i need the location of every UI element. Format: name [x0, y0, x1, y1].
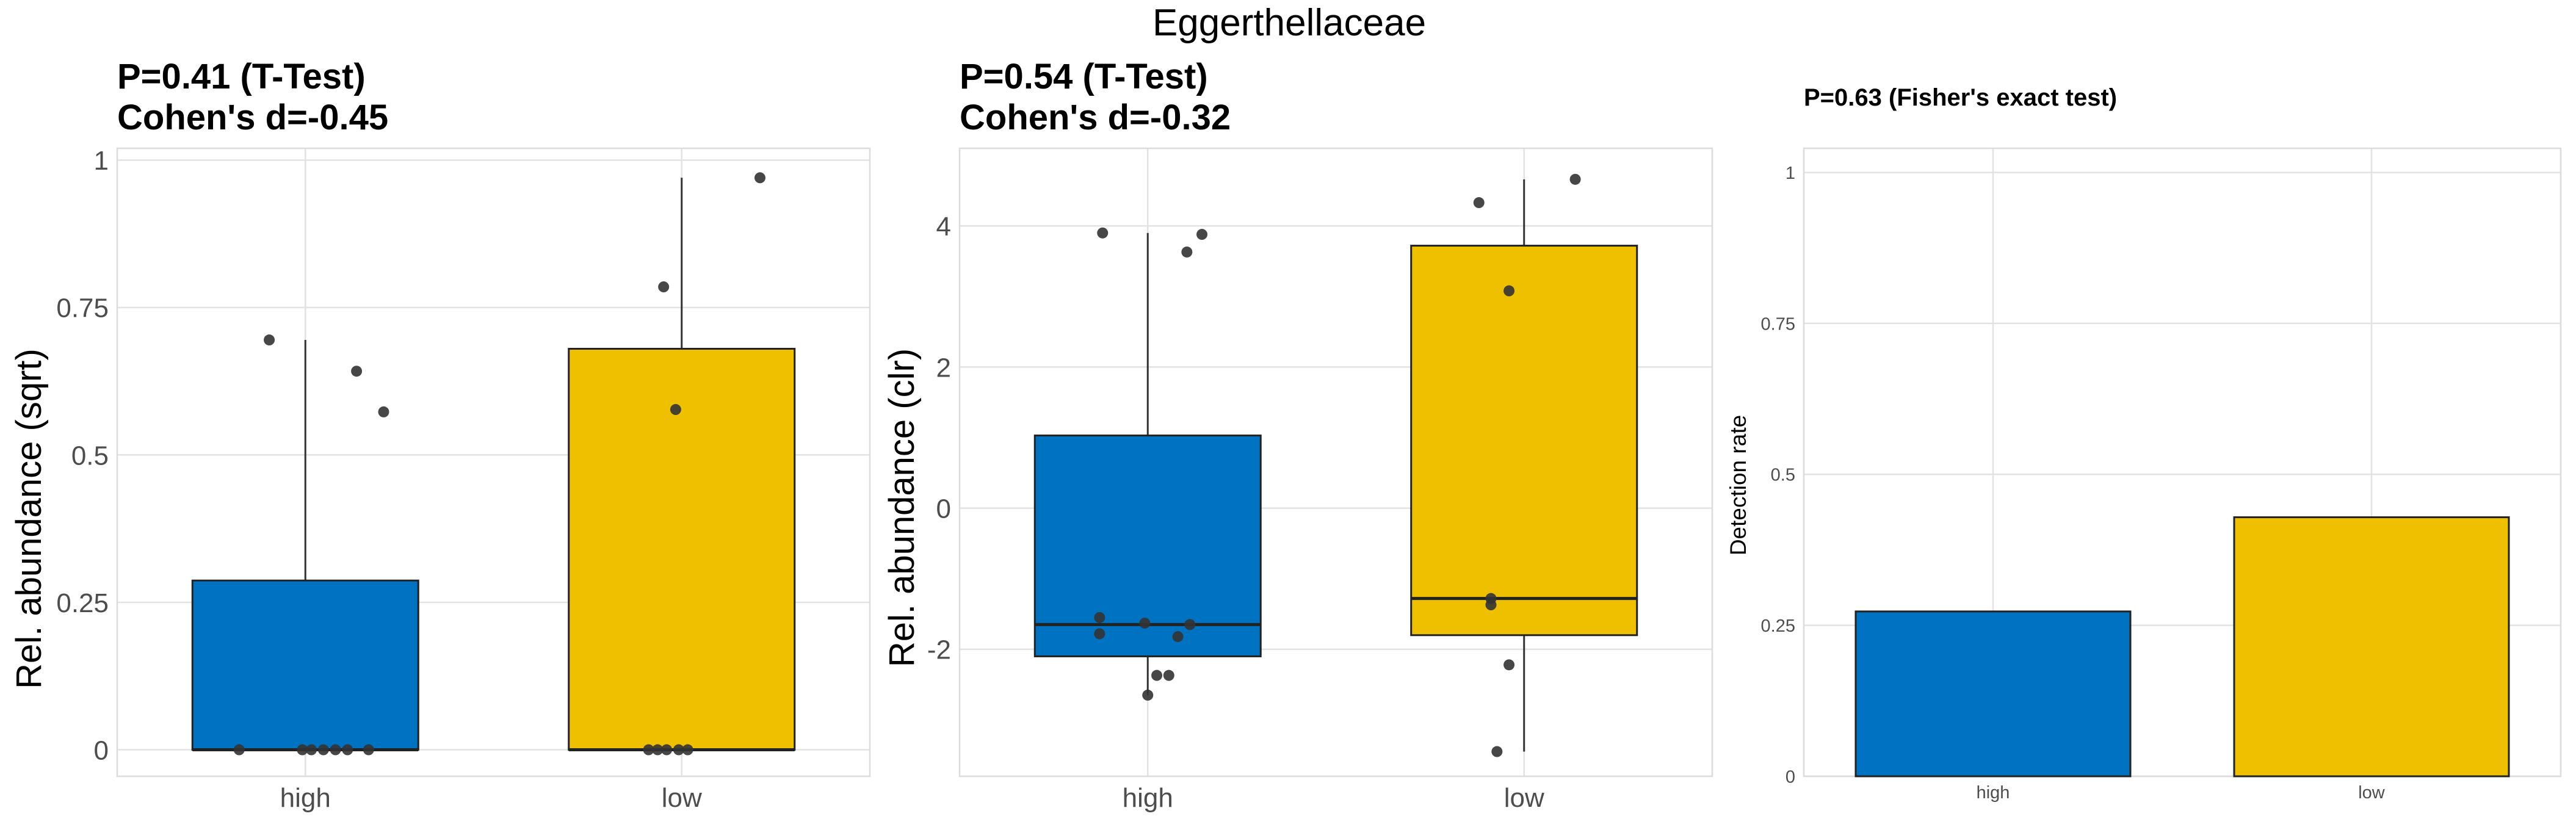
panel3-y-axis-label: Detection rate: [1726, 415, 1751, 555]
panel1-point-high: [342, 744, 353, 756]
panel-detection-rate: P=0.63 (Fisher's exact test) Detection r…: [1726, 84, 2562, 803]
panel1-title-line2: Cohen's d=-0.45: [117, 98, 388, 137]
panel1-point-high: [317, 744, 329, 756]
panel2-point-high: [1097, 227, 1109, 239]
panel1-point-high: [306, 744, 317, 756]
panel1-point-high: [264, 334, 275, 346]
panel2-point-high: [1163, 669, 1174, 681]
panel3-y-tick-label: 0.25: [1761, 616, 1795, 636]
panel2-point-high: [1172, 631, 1184, 643]
panel2-point-high: [1184, 619, 1196, 630]
panel1-x-tick-label-low: low: [662, 783, 702, 813]
panel1-point-low: [754, 172, 765, 184]
panel2-point-high: [1151, 669, 1163, 681]
panel1-plot-area: 0 0.25 0.5 0.75 1 high low: [56, 146, 871, 813]
panel1-box-high: [191, 579, 419, 751]
panel1-y-axis-label: Rel. abundance (sqrt): [9, 348, 49, 689]
panel-sqrt: P=0.41 (T-Test) Cohen's d=-0.45 Rel. abu…: [9, 57, 871, 813]
panel2-y-tick-label: 0: [936, 494, 951, 524]
panel1-box-low: [568, 348, 796, 751]
panel2-point-high: [1094, 612, 1105, 623]
panel2-point-low: [1485, 599, 1497, 611]
panel1-point-high: [378, 406, 389, 417]
panel1-point-low: [673, 744, 684, 756]
panel2-y-tick-label: 2: [936, 353, 951, 383]
panel1-point-high: [233, 744, 245, 756]
panel1-y-tick-label: 1: [94, 146, 109, 176]
panel1-point-high: [351, 366, 363, 377]
panel2-point-high: [1196, 229, 1208, 240]
panel2-point-high: [1142, 690, 1154, 701]
panel2-y-tick-label: 4: [936, 212, 951, 242]
panel2-panel-border: [958, 147, 1713, 778]
panel2-point-high: [1094, 628, 1105, 640]
panel1-point-low: [652, 744, 664, 756]
panel3-y-tick-label: 0: [1785, 767, 1795, 787]
panel2-point-high: [1139, 618, 1151, 629]
panel3-plot-area: 0 0.25 0.5 0.75 1 high low: [1761, 147, 2562, 803]
panel1-x-tick-label-high: high: [280, 783, 331, 813]
panel2-point-low: [1569, 173, 1581, 185]
panel1-y-tick-label: 0.25: [56, 588, 109, 618]
panel1-point-low: [661, 744, 673, 756]
panel2-x-tick-label-low: low: [1504, 783, 1544, 813]
panel1-point-low: [682, 744, 693, 756]
panel2-y-axis-label: Rel. abundance (clr): [882, 348, 922, 667]
figure-title: Eggerthellaceae: [1152, 2, 1426, 44]
panel2-point-low: [1503, 285, 1515, 297]
panel2-point-low: [1491, 746, 1503, 757]
panel3-bar-low: [2233, 516, 2510, 778]
panel2-title-line2: Cohen's d=-0.32: [960, 98, 1231, 137]
panel2-y-tick-label: -2: [927, 635, 951, 665]
panel1-panel-border: [116, 147, 871, 778]
panel3-x-tick-label-low: low: [2358, 783, 2386, 803]
panel2-title-line1: P=0.54 (T-Test): [960, 57, 1208, 96]
panel2-point-high: [1181, 246, 1193, 258]
panel-clr: P=0.54 (T-Test) Cohen's d=-0.32 Rel. abu…: [882, 57, 1713, 813]
panel3-bar-high: [1854, 610, 2132, 778]
panel3-title: P=0.63 (Fisher's exact test): [1804, 84, 2117, 111]
panel1-y-tick-label: 0: [94, 735, 109, 765]
panel2-x-tick-label-high: high: [1123, 783, 1173, 813]
panel1-point-high: [297, 744, 308, 756]
panel3-x-tick-label-high: high: [1977, 783, 2010, 803]
panel2-plot-area: -2 0 2 4 high low: [927, 147, 1713, 813]
panel3-y-tick-label: 1: [1785, 164, 1795, 183]
panel2-box-low: [1410, 245, 1638, 637]
panel1-y-tick-label: 0.75: [56, 294, 109, 323]
panel1-point-low: [643, 744, 654, 756]
panel1-y-tick-label: 0.5: [71, 441, 109, 471]
panel1-point-low: [658, 281, 670, 293]
panel2-point-low: [1473, 197, 1485, 209]
panel3-y-tick-label: 0.5: [1771, 466, 1795, 485]
panel3-panel-border: [1803, 147, 2562, 778]
panel1-title-line1: P=0.41 (T-Test): [117, 57, 366, 96]
panel1-point-high: [363, 744, 374, 756]
panel3-y-tick-label: 0.75: [1761, 314, 1795, 334]
panel2-point-low: [1503, 659, 1515, 671]
panel1-point-high: [330, 744, 341, 756]
panel1-point-low: [670, 404, 681, 416]
